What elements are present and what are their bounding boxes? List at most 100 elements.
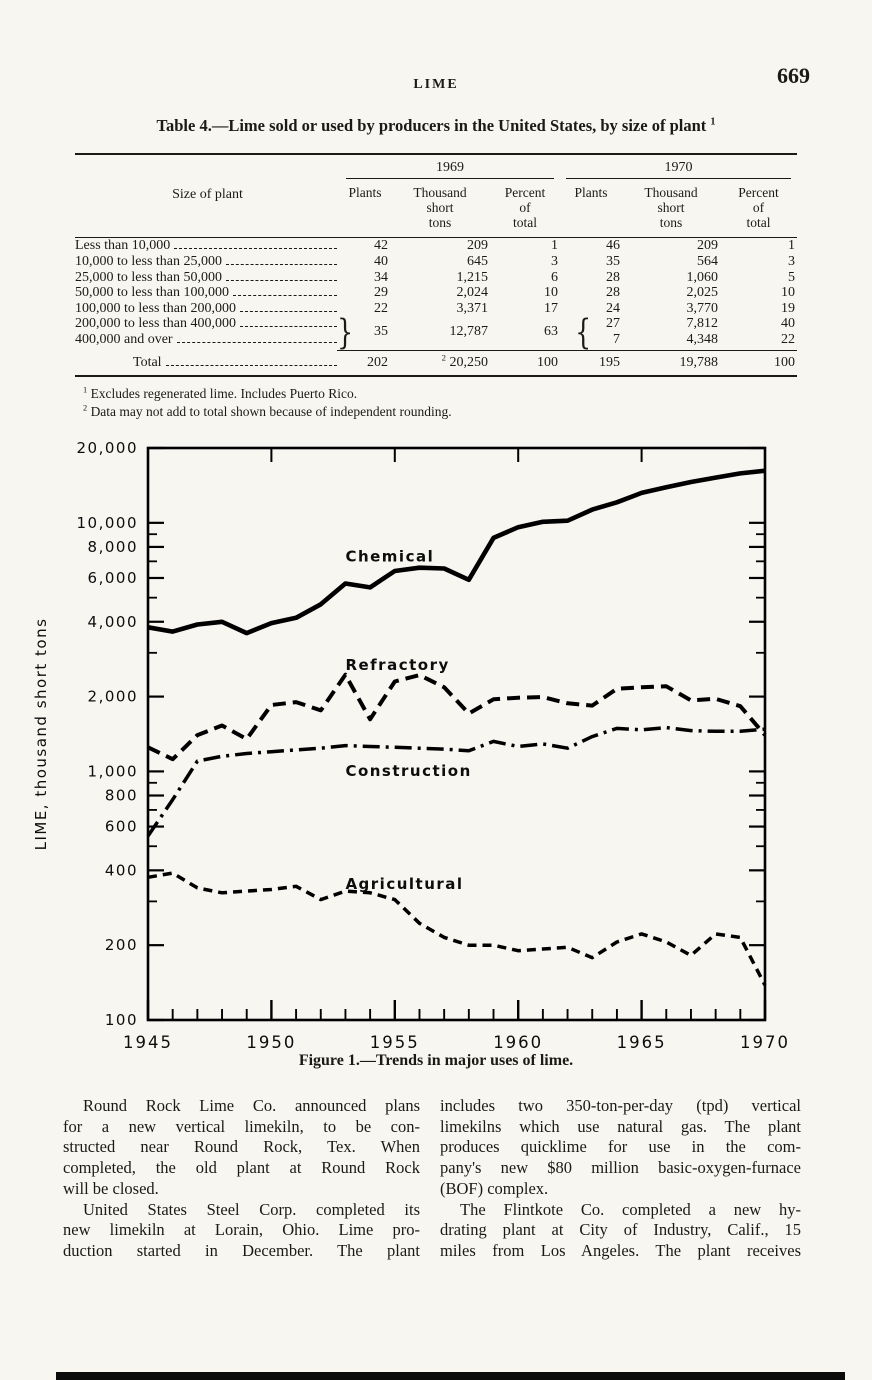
cell-value: 40 bbox=[781, 316, 795, 332]
text-line: (BOF) complex. bbox=[440, 1178, 549, 1198]
y-tick-label: 20,000 bbox=[77, 439, 139, 457]
body-left-column: Round Rock Lime Co. announced plans for a… bbox=[63, 1096, 420, 1262]
row-label: 10,000 to less than 25,000 bbox=[75, 253, 222, 269]
cell-value: 6 bbox=[551, 269, 558, 285]
row-label: 100,000 to less than 200,000 bbox=[75, 300, 236, 316]
y-tick-label: 800 bbox=[105, 787, 138, 805]
cell-value: 35 bbox=[606, 253, 620, 269]
braced-1969-percent: 63 bbox=[544, 323, 558, 339]
text-line: miles from Los Angeles. The plant receiv… bbox=[440, 1240, 801, 1260]
cell-value: 10 bbox=[781, 285, 795, 301]
row-label-cell: 100,000 to less than 200,000 bbox=[75, 301, 340, 317]
text-line: completed, the old plant at Round Rock bbox=[63, 1158, 420, 1178]
cell-value: 7 bbox=[613, 331, 620, 347]
page-number: 669 bbox=[777, 63, 810, 88]
cell-value: 40 bbox=[374, 253, 388, 269]
agricultural-line bbox=[147, 871, 767, 987]
table-row: 100,000 to less than 200,000 22 3,371 17 24 3… bbox=[75, 301, 797, 317]
braced-1970-percent: 40 22 bbox=[720, 316, 797, 347]
text-line: for a new vertical limekiln, to be con- bbox=[63, 1116, 420, 1136]
text-line: The Flintkote Co. completed a new hy- bbox=[460, 1199, 801, 1219]
total-separator-rule bbox=[337, 350, 797, 352]
refractory-line bbox=[147, 672, 767, 762]
table-body-rows: Less than 10,000 42 209 1 46 209 1 10,000 to le… bbox=[75, 238, 797, 316]
row-label: 200,000 to less than 400,000 bbox=[75, 316, 236, 332]
cell-value: 209 bbox=[697, 238, 718, 254]
y-tick-label: 8,000 bbox=[88, 538, 138, 556]
cell-value: 27 bbox=[606, 316, 620, 332]
chemical-line bbox=[147, 468, 766, 636]
cell-value: 1,215 bbox=[456, 269, 489, 285]
row-label: 400,000 and over bbox=[75, 331, 173, 347]
y-tick-label: 10,000 bbox=[77, 514, 139, 532]
total-1969-plants: 202 bbox=[367, 355, 388, 371]
left-brace-glyph: { bbox=[575, 313, 592, 354]
cell-value: 209 bbox=[467, 238, 488, 254]
text-line: Round Rock Lime Co. announced plans bbox=[83, 1096, 420, 1115]
row-label: Less than 10,000 bbox=[75, 238, 171, 254]
cell-value: 4,348 bbox=[686, 331, 719, 347]
dot-leader bbox=[165, 364, 337, 367]
table-header: Size of plant 1969 1970 Plants Thousand … bbox=[75, 155, 797, 237]
lime-trends-chart: 20,000 10,000 8,000 6,000 4,000 2,000 1,000 800… bbox=[32, 439, 790, 1052]
braced-1969-plants: 35 bbox=[374, 323, 388, 339]
col-header-percent-1970: Percent of total bbox=[738, 185, 779, 231]
y-tick-label: 6,000 bbox=[88, 569, 138, 587]
footnote-marker: 1 bbox=[83, 385, 88, 395]
table-row: 25,000 to less than 50,000 34 1,215 6 28 1,06… bbox=[75, 270, 797, 286]
footnote-text: Excludes regenerated lime. Includes Puer… bbox=[90, 386, 358, 402]
x-tick-label: 1970 bbox=[740, 1033, 790, 1052]
text-line: produces quicklime for use in the com- bbox=[440, 1137, 801, 1157]
figure-1-container: 20,000 10,000 8,000 6,000 4,000 2,000 1,000 800… bbox=[0, 405, 872, 1055]
footnote-marker: 2 bbox=[441, 352, 446, 363]
cell-value: 5 bbox=[788, 269, 795, 285]
year-group-1970: 1970 bbox=[566, 160, 791, 179]
footnote-text: Data may not add to total shown because … bbox=[90, 404, 452, 420]
chemical-series-label: Chemical bbox=[345, 547, 434, 565]
cell-value: 20,250 bbox=[449, 355, 489, 371]
cell-value: 42 bbox=[374, 238, 388, 254]
text-line: includes two 350-ton-per-day (tpd) verti… bbox=[440, 1096, 801, 1115]
col-header-tons-1970: Thousand short tons bbox=[644, 185, 698, 231]
cell-value: 46 bbox=[606, 238, 620, 254]
table-top-rule bbox=[75, 153, 797, 155]
text-line: will be closed. bbox=[63, 1178, 159, 1198]
col-header-size-of-plant: Size of plant bbox=[172, 187, 243, 203]
text-line: drating plant at City of Industry, Calif… bbox=[440, 1220, 801, 1240]
cell-value: 29 bbox=[374, 285, 388, 301]
x-tick-label: 1955 bbox=[370, 1033, 420, 1052]
cell-value: 3,371 bbox=[456, 300, 489, 316]
cell-value: 3 bbox=[788, 253, 795, 269]
total-1970-plants: 195 bbox=[599, 355, 620, 371]
running-title: LIME bbox=[413, 77, 459, 92]
row-label-cell: 50,000 to less than 100,000 bbox=[75, 285, 340, 301]
y-tick-label: 400 bbox=[105, 861, 138, 879]
footnote-marker: 2 bbox=[83, 403, 88, 413]
dot-leader bbox=[176, 341, 337, 343]
footnote-2: 2 Data may not add to total shown becaus… bbox=[83, 403, 797, 421]
total-1970-tons: 19,788 bbox=[679, 355, 719, 371]
row-label: 50,000 to less than 100,000 bbox=[75, 285, 229, 301]
x-tick-label: 1945 bbox=[123, 1033, 173, 1052]
col-header-percent-1969: Percent of total bbox=[504, 185, 546, 231]
table-header-rule bbox=[75, 237, 797, 239]
figure-caption: Figure 1.—Trends in major uses of lime. bbox=[298, 1052, 574, 1069]
dot-leader bbox=[226, 279, 337, 281]
agricultural-series-label: Agricultural bbox=[345, 875, 463, 893]
cell-value: 1 bbox=[551, 238, 558, 254]
y-axis-title: LIME, thousand short tons bbox=[32, 618, 50, 851]
row-label-cell: 10,000 to less than 25,000 bbox=[75, 254, 340, 270]
cell-value: 34 bbox=[374, 269, 388, 285]
y-tick-label: 100 bbox=[105, 1011, 138, 1029]
construction-series-label: Construction bbox=[345, 762, 471, 780]
total-1970-percent: 100 bbox=[774, 355, 795, 371]
table-footnotes: 1 Excludes regenerated lime. Includes Pu… bbox=[75, 385, 797, 420]
cell-value: 19 bbox=[781, 300, 795, 316]
y-tick-label: 600 bbox=[105, 818, 138, 836]
cell-value: 2,024 bbox=[456, 285, 489, 301]
dot-leader bbox=[240, 325, 337, 328]
y-tick-label: 2,000 bbox=[88, 688, 138, 706]
text-line: structed near Round Rock, Tex. When bbox=[63, 1137, 420, 1157]
refractory-series-label: Refractory bbox=[345, 656, 449, 674]
row-label-cell: 25,000 to less than 50,000 bbox=[75, 270, 340, 286]
